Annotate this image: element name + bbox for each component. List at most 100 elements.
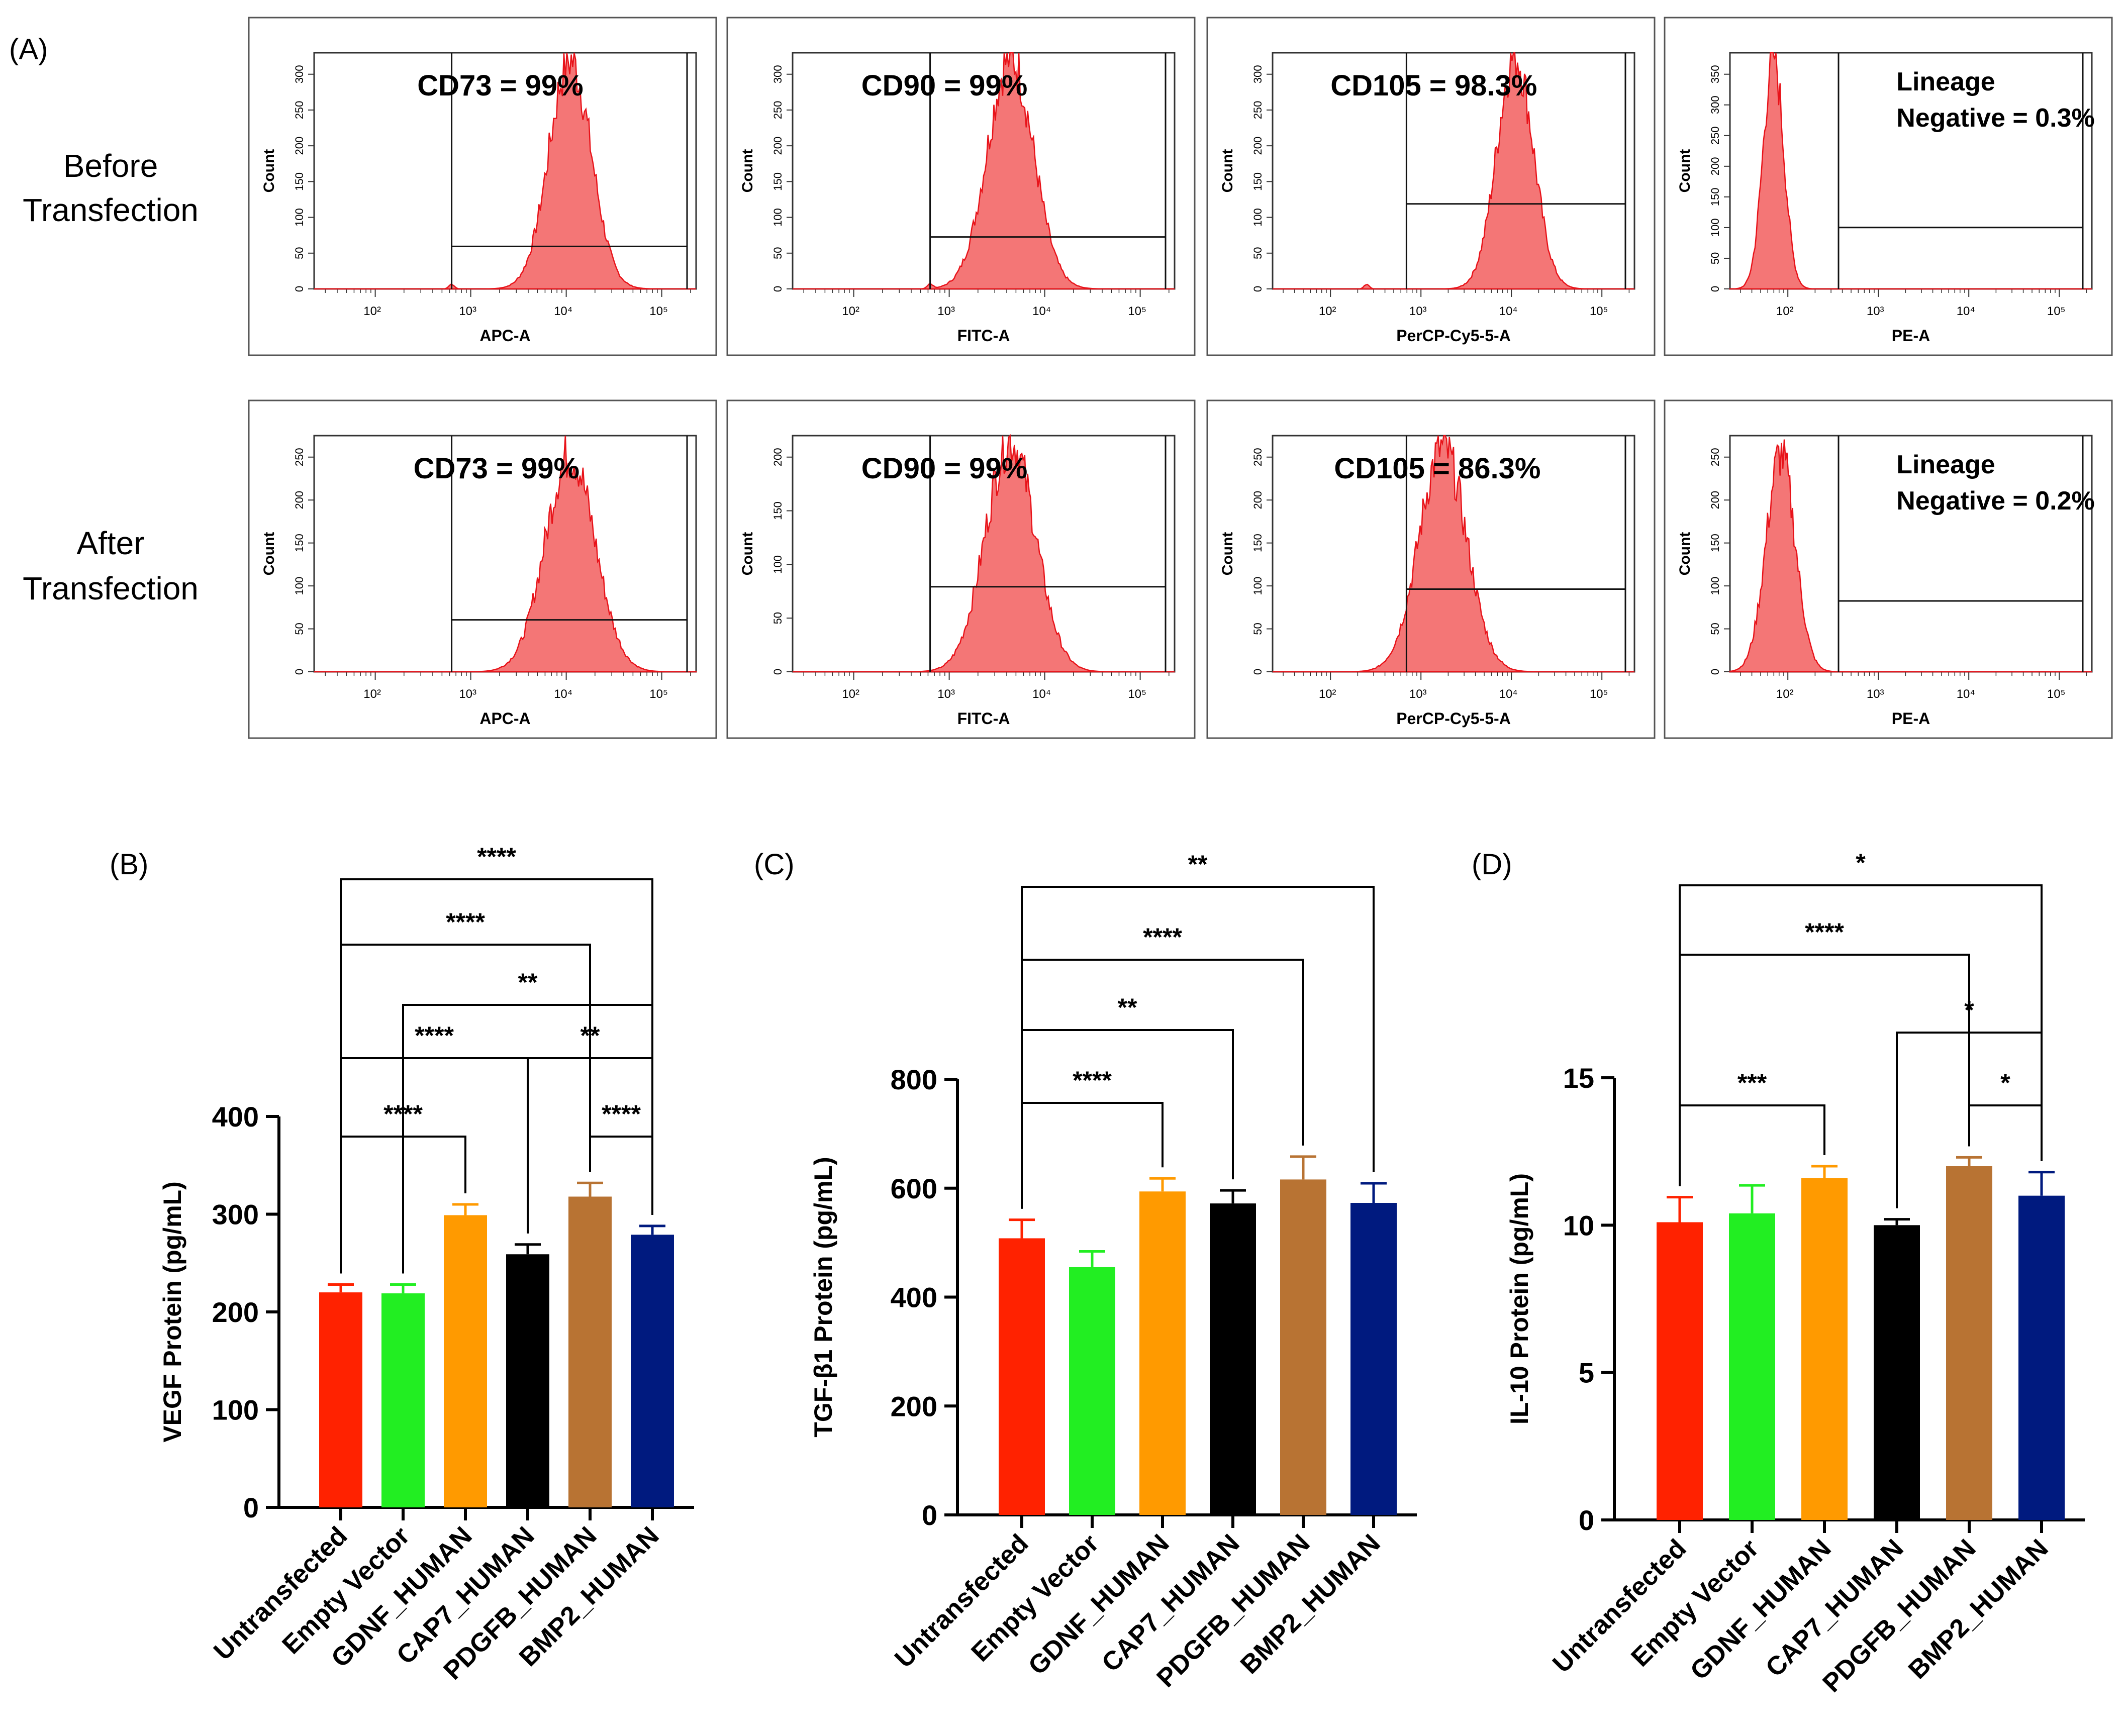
y-tick-label: 0 xyxy=(1251,669,1264,675)
histogram-panel: 0 50 100 150 200 250 300 Count 10² 10³ 10⁴ 10⁵ APC-A… xyxy=(248,17,717,356)
y-tick-label: 200 xyxy=(293,491,306,509)
y-tick-label: 200 xyxy=(212,1296,259,1328)
y-tick-label: 0 xyxy=(1579,1504,1594,1536)
y-tick-label: 50 xyxy=(1251,247,1264,259)
x-tick-label: 10⁵ xyxy=(1590,304,1608,318)
y-tick-label: 150 xyxy=(1251,172,1264,191)
y-tick-label: 100 xyxy=(1251,577,1264,595)
bar xyxy=(1657,1222,1703,1520)
y-tick-label: 200 xyxy=(1709,491,1721,509)
y-tick-label: 100 xyxy=(1709,577,1721,595)
bar xyxy=(1801,1178,1848,1520)
y-tick-label: 300 xyxy=(771,65,784,83)
significance-label: **** xyxy=(415,1022,454,1050)
gate-annotation: Negative = 0.3% xyxy=(1896,104,2095,133)
bar xyxy=(1069,1267,1115,1515)
y-tick-label: 400 xyxy=(212,1101,259,1133)
y-tick-label: 100 xyxy=(1709,219,1721,237)
bar xyxy=(631,1235,674,1507)
y-axis-label: TGF-β1 Protein (pg/mL) xyxy=(809,1157,837,1437)
histogram-panel: 0 50 100 150 200 250 Count 10² 10³ 10⁴ 10⁵ APC-A CD7… xyxy=(248,399,717,739)
gate-annotation: CD90 = 99% xyxy=(861,69,1027,102)
x-tick-label: 10³ xyxy=(1867,304,1884,318)
bar xyxy=(1729,1213,1775,1520)
y-tick-label: 250 xyxy=(293,448,306,466)
y-tick-label: 15 xyxy=(1563,1062,1594,1094)
x-tick-label: 10³ xyxy=(937,687,955,701)
significance-bracket xyxy=(1679,884,2043,1186)
y-tick-label: 50 xyxy=(771,247,784,259)
x-tick-label: 10³ xyxy=(937,304,955,318)
y-tick-label: 800 xyxy=(891,1064,937,1095)
x-tick-label: 10⁴ xyxy=(1957,304,1975,318)
x-tick-label: 10³ xyxy=(459,687,476,701)
histogram-frame xyxy=(1206,17,1656,356)
gate-annotation: CD73 = 99% xyxy=(414,452,579,485)
y-tick-label: 0 xyxy=(771,669,784,675)
gate-annotation: CD73 = 99% xyxy=(417,69,583,102)
y-tick-label: 0 xyxy=(243,1492,259,1523)
x-tick-label: 10³ xyxy=(1867,687,1884,701)
x-tick-label: 10⁴ xyxy=(1032,687,1051,701)
bar xyxy=(1139,1191,1186,1515)
y-tick-label: 200 xyxy=(891,1390,937,1422)
x-tick-label: 10⁴ xyxy=(554,304,572,318)
gate-annotation: CD105 = 98.3% xyxy=(1330,69,1537,102)
x-axis-label: FITC-A xyxy=(957,709,1010,728)
x-tick-label: 10² xyxy=(842,304,859,318)
y-tick-label: 100 xyxy=(293,208,306,227)
bar xyxy=(444,1215,487,1507)
y-tick-label: 100 xyxy=(771,208,784,227)
x-axis-label: APC-A xyxy=(479,327,530,345)
y-axis-label: Count xyxy=(739,149,756,193)
histogram-frame xyxy=(726,17,1196,356)
y-tick-label: 50 xyxy=(771,612,784,624)
x-tick-label: 10² xyxy=(1319,687,1336,701)
y-tick-label: 5 xyxy=(1579,1357,1594,1389)
y-tick-label: 200 xyxy=(293,137,306,155)
x-axis-label: PerCP-Cy5-5-A xyxy=(1396,327,1511,345)
y-tick-label: 300 xyxy=(212,1199,259,1231)
y-tick-label: 0 xyxy=(1709,286,1721,292)
x-tick-label: 10³ xyxy=(1409,687,1427,701)
x-tick-label: 10⁴ xyxy=(1032,304,1051,318)
gate-annotation: CD105 = 86.3% xyxy=(1334,452,1540,485)
histogram-frame xyxy=(248,399,717,739)
x-tick-label: 10⁵ xyxy=(2047,687,2066,701)
y-tick-label: 150 xyxy=(293,172,306,191)
y-tick-label: 200 xyxy=(1251,137,1264,155)
x-tick-label: 10⁵ xyxy=(2047,304,2066,318)
y-tick-label: 100 xyxy=(771,555,784,574)
x-axis-label: PE-A xyxy=(1892,709,1930,728)
x-tick-label: 10² xyxy=(363,304,381,318)
histogram-peak xyxy=(314,52,696,290)
y-tick-label: 350 xyxy=(1709,65,1721,83)
significance-label: *** xyxy=(1737,1069,1767,1097)
x-tick-label: 10² xyxy=(842,687,859,701)
x-axis-label: PerCP-Cy5-5-A xyxy=(1396,709,1511,728)
histogram-frame xyxy=(726,399,1196,739)
x-tick-label: 10⁴ xyxy=(1957,687,1975,701)
significance-label: ** xyxy=(518,968,538,996)
histogram-peak xyxy=(314,436,696,673)
significance-label: ** xyxy=(1118,993,1137,1022)
panel-label: (C) xyxy=(754,848,795,881)
gate-annotation: Lineage xyxy=(1896,67,1995,96)
bar xyxy=(1946,1166,1992,1520)
histogram-panel: 0 50 100 150 200 250 Count 10² 10³ 10⁴ 10⁵ PerCP-Cy… xyxy=(1206,399,1656,739)
x-tick-label: 10⁵ xyxy=(1128,304,1146,318)
panel-a-label: (A) xyxy=(9,33,48,66)
x-tick-label: 10² xyxy=(1776,687,1794,701)
x-tick-label: 10³ xyxy=(459,304,476,318)
bar xyxy=(1874,1225,1920,1520)
y-tick-label: 250 xyxy=(1251,101,1264,120)
row-label: After xyxy=(76,525,144,561)
significance-label: **** xyxy=(1073,1066,1112,1094)
bar xyxy=(1350,1203,1397,1515)
y-tick-label: 0 xyxy=(293,669,306,675)
histogram-frame xyxy=(1664,17,2113,356)
y-tick-label: 0 xyxy=(1709,669,1721,675)
y-tick-label: 200 xyxy=(771,137,784,155)
histogram-frame xyxy=(1664,399,2113,739)
bar xyxy=(319,1292,362,1507)
